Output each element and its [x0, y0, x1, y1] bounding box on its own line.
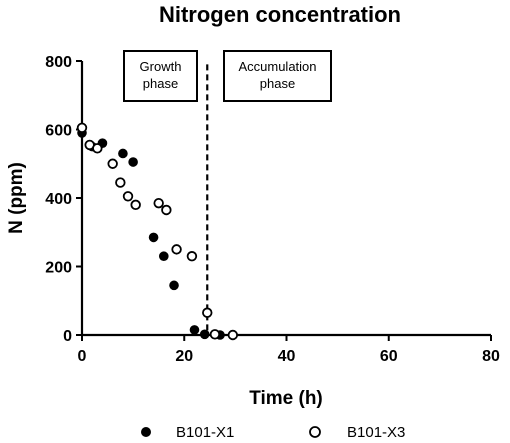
phase-annotation-text: phase	[143, 76, 178, 91]
legend-label-b101-x3: B101-X3	[347, 424, 405, 441]
data-point-b101-x1	[199, 329, 210, 340]
data-point-b101-x1	[159, 251, 169, 262]
y-axis-label: N (ppm)	[6, 162, 27, 234]
data-point-b101-x3	[92, 143, 103, 154]
data-point-b101-x1	[148, 232, 159, 243]
data-point-b101-x3	[115, 177, 126, 188]
phase-annotation-text: phase	[260, 76, 295, 91]
y-tick-label: 600	[45, 123, 72, 140]
data-point-b101-x3	[186, 251, 198, 262]
data-point-b101-x3	[202, 307, 213, 318]
phase-annotation-box	[123, 50, 198, 102]
data-point-b101-x3	[171, 244, 182, 255]
data-point-b101-x3	[153, 197, 164, 209]
data-point-b101-x1	[128, 157, 138, 167]
x-tick-label: 40	[278, 348, 296, 365]
data-point-b101-x3	[76, 122, 88, 133]
data-point-b101-x3	[227, 329, 239, 341]
data-point-b101-x3	[130, 199, 141, 211]
x-tick-label: 0	[78, 348, 87, 365]
data-point-b101-x3	[161, 204, 172, 216]
data-point-b101-x1	[189, 325, 200, 335]
data-point-b101-x3	[122, 191, 134, 202]
x-tick-label: 80	[482, 348, 500, 365]
y-tick-label: 0	[63, 328, 72, 345]
legend-marker-b101-x1	[141, 427, 151, 437]
legend: B101-X1 B101-X3	[141, 424, 405, 441]
data-point-b101-x3	[107, 158, 118, 169]
y-tick-label: 400	[45, 191, 72, 208]
phase-annotation-text: Growth	[140, 59, 182, 74]
y-tick-label: 200	[45, 260, 72, 277]
phase-annotation-text: Accumulation	[238, 59, 316, 74]
x-tick-label: 20	[175, 348, 193, 365]
legend-marker-b101-x3	[309, 426, 321, 438]
data-point-b101-x1	[118, 148, 128, 159]
chart-title: Nitrogen concentration	[159, 2, 401, 27]
y-tick-label: 800	[45, 54, 72, 71]
data-point-b101-x3	[209, 329, 221, 340]
data-point-b101-x1	[169, 280, 179, 291]
x-axis-label: Time (h)	[249, 388, 323, 409]
phase-annotation-box	[223, 50, 332, 102]
legend-label-b101-x1: B101-X1	[176, 424, 234, 441]
x-tick-label: 60	[380, 348, 398, 365]
